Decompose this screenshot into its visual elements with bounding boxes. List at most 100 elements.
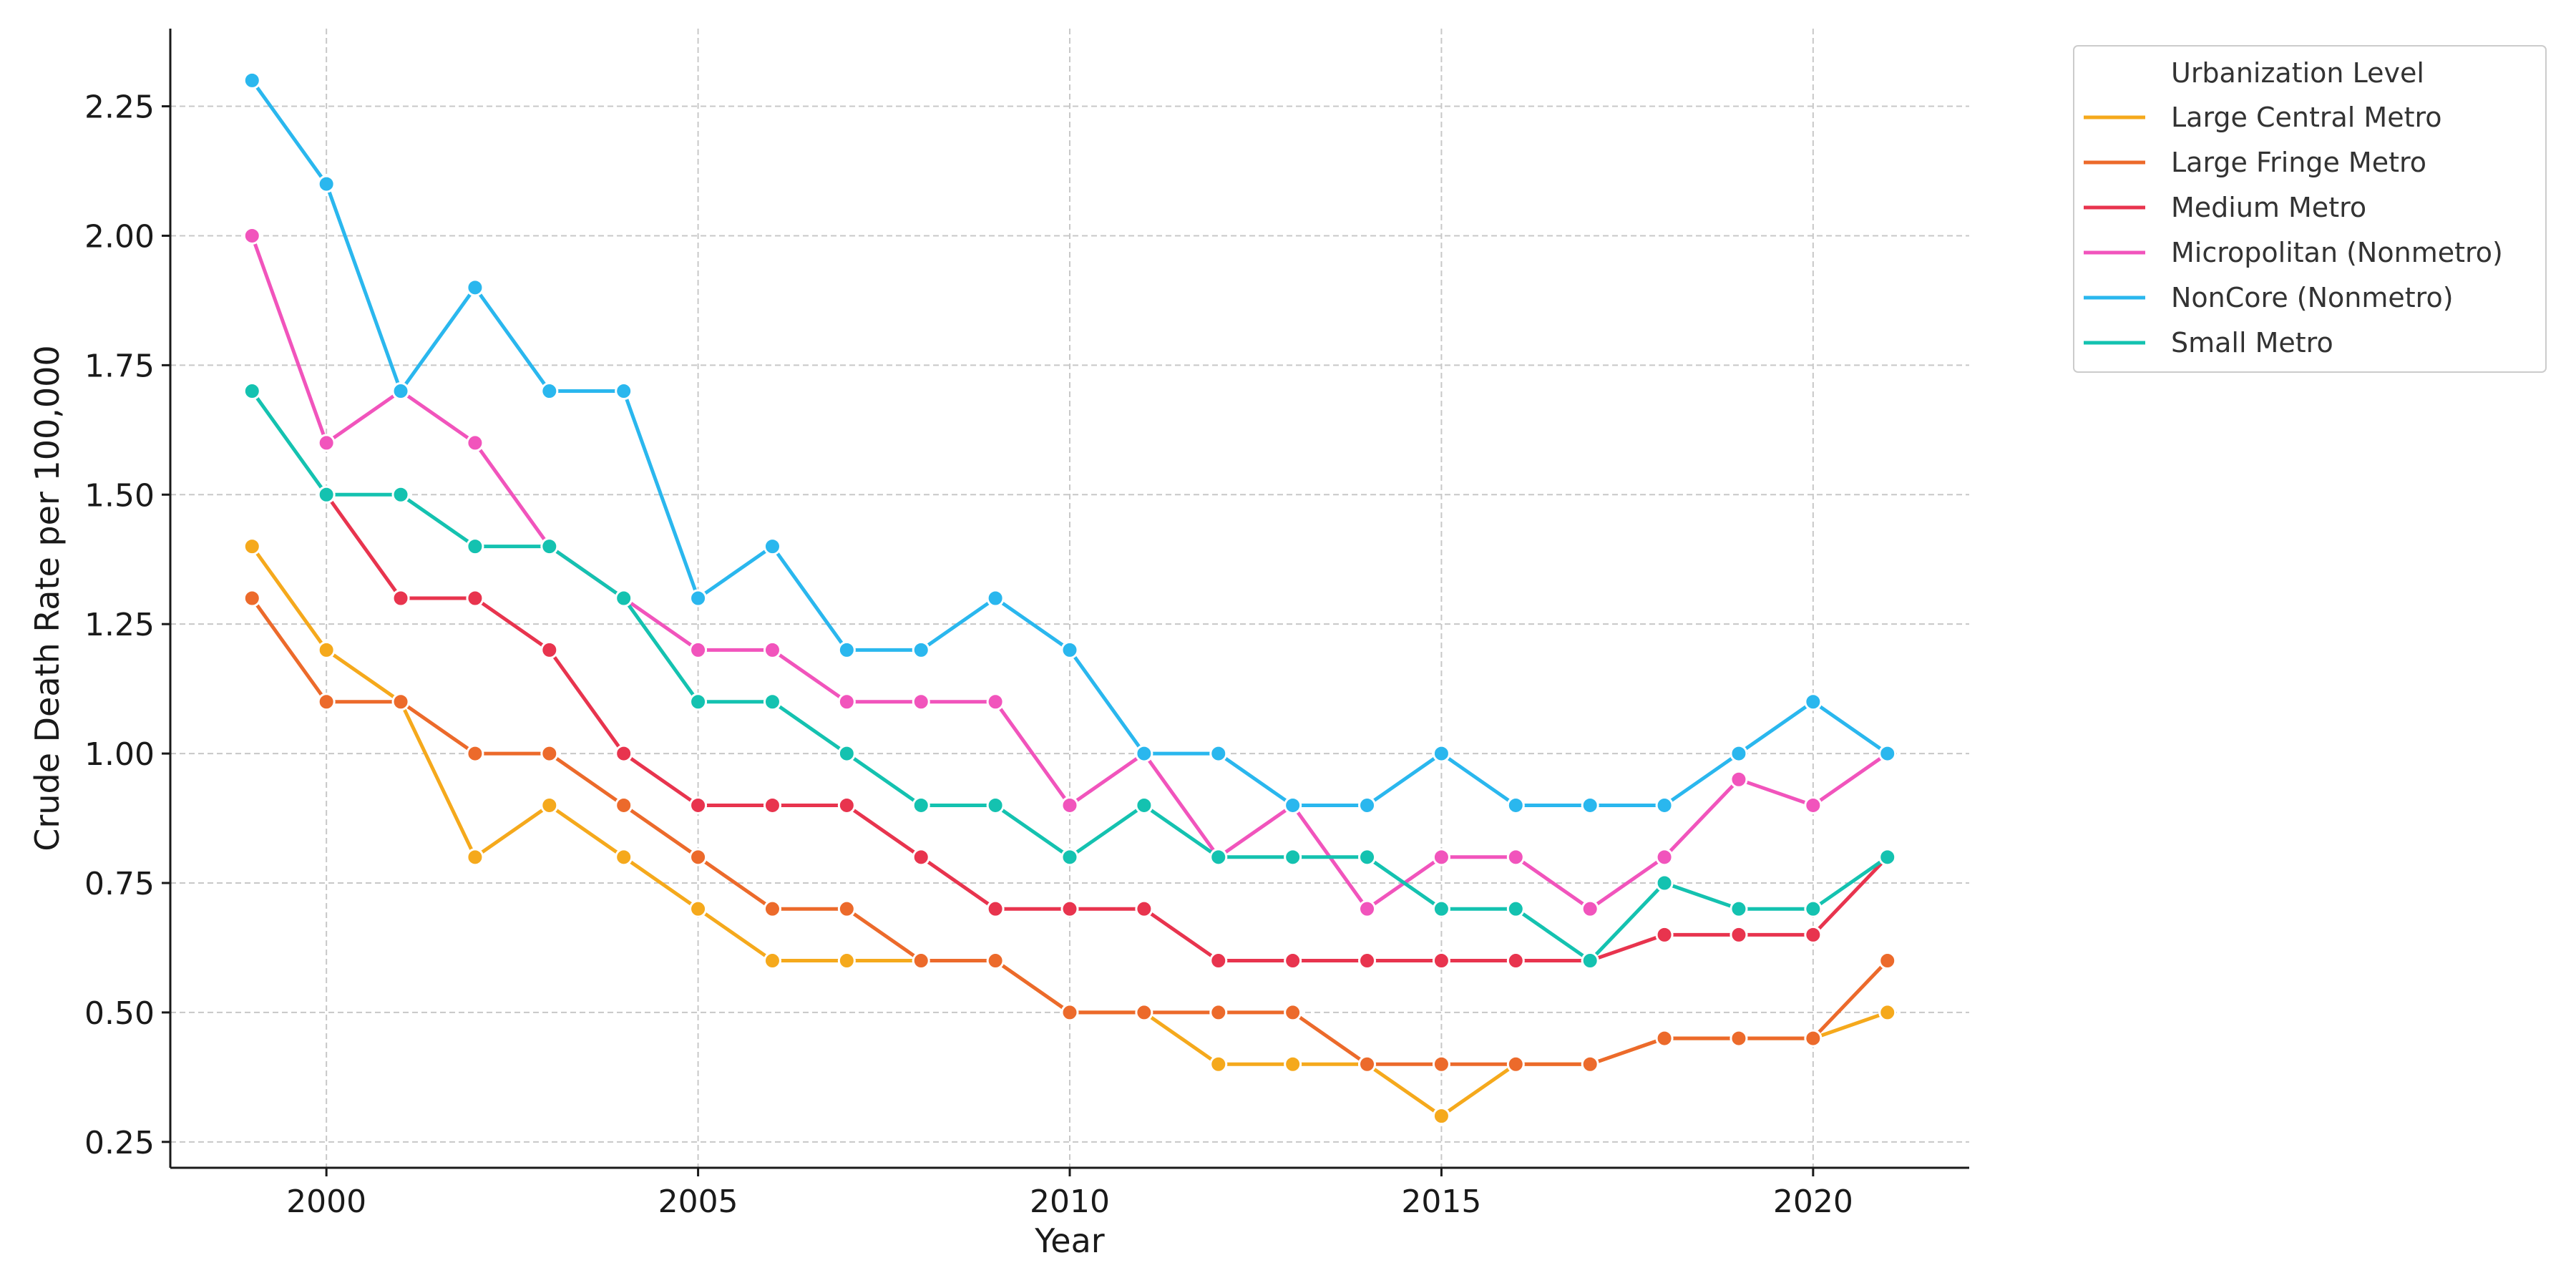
- data-point: [1284, 1055, 1302, 1073]
- data-point: [689, 640, 708, 659]
- legend-label: Small Metro: [2171, 327, 2333, 358]
- data-point: [986, 952, 1005, 970]
- y-tick-label: 0.50: [84, 995, 155, 1032]
- data-point: [1581, 899, 1599, 918]
- data-point: [1358, 848, 1377, 867]
- x-axis-label: Year: [1034, 1221, 1104, 1260]
- data-point: [1060, 1003, 1079, 1022]
- data-point: [615, 589, 633, 608]
- data-point: [1804, 899, 1823, 918]
- data-point: [391, 382, 410, 401]
- data-point: [1358, 899, 1377, 918]
- data-point: [689, 899, 708, 918]
- data-point: [317, 175, 336, 193]
- data-point: [1060, 848, 1079, 867]
- data-point: [912, 693, 930, 711]
- data-point: [1878, 848, 1897, 867]
- data-point: [1060, 796, 1079, 814]
- data-point: [466, 278, 484, 297]
- data-point: [1506, 952, 1525, 970]
- data-point: [763, 537, 781, 556]
- legend-label: Large Central Metro: [2171, 102, 2442, 133]
- x-tick-label: 2000: [286, 1184, 366, 1220]
- data-point: [912, 796, 930, 814]
- data-point: [1655, 1029, 1674, 1048]
- data-point: [1060, 899, 1079, 918]
- data-point: [837, 744, 856, 763]
- data-point: [1729, 744, 1748, 763]
- data-point: [243, 71, 261, 89]
- data-point: [391, 693, 410, 711]
- data-point: [1209, 848, 1228, 867]
- y-tick-label: 2.00: [84, 218, 155, 255]
- legend-title: Urbanization Level: [2171, 57, 2424, 89]
- data-point: [763, 640, 781, 659]
- legend-items: Large Central Metro Large Fringe Metro Med…: [2084, 102, 2503, 358]
- data-point: [317, 434, 336, 452]
- series-layer: [243, 71, 1897, 1126]
- data-point: [540, 537, 559, 556]
- data-point: [540, 796, 559, 814]
- y-tick-label: 1.75: [84, 348, 155, 384]
- legend-item: NonCore (Nonmetro): [2084, 282, 2454, 313]
- data-point: [1878, 952, 1897, 970]
- data-point: [1878, 1003, 1897, 1022]
- series-group: [243, 589, 1897, 1073]
- data-point: [689, 693, 708, 711]
- data-point: [615, 796, 633, 814]
- data-point: [466, 848, 484, 867]
- data-point: [1729, 770, 1748, 789]
- data-point: [1432, 952, 1450, 970]
- data-point: [615, 848, 633, 867]
- data-point: [1506, 1055, 1525, 1073]
- data-point: [317, 640, 336, 659]
- series-group: [243, 226, 1897, 918]
- data-point: [1209, 1003, 1228, 1022]
- x-tick-label: 2015: [1401, 1184, 1481, 1220]
- data-point: [1432, 1107, 1450, 1126]
- data-point: [689, 796, 708, 814]
- y-tick-label: 0.25: [84, 1125, 155, 1161]
- data-point: [466, 434, 484, 452]
- data-point: [1729, 1029, 1748, 1048]
- x-tick-label: 2020: [1773, 1184, 1853, 1220]
- legend-item: Large Central Metro: [2084, 102, 2442, 133]
- data-point: [243, 589, 261, 608]
- data-point: [1506, 899, 1525, 918]
- axes-layer: 2000 2005 2010 2015 2020 0.25 0.50 0.75 1.00 1.25…: [84, 29, 1969, 1220]
- data-point: [1209, 744, 1228, 763]
- data-point: [1432, 899, 1450, 918]
- data-point: [1284, 1003, 1302, 1022]
- data-point: [1135, 796, 1153, 814]
- data-point: [1581, 1055, 1599, 1073]
- data-point: [1804, 925, 1823, 944]
- data-point: [1358, 1055, 1377, 1073]
- series-group: [243, 382, 1897, 970]
- series-group: [317, 485, 1897, 970]
- data-point: [243, 382, 261, 401]
- data-point: [1729, 925, 1748, 944]
- y-axis-label: Crude Death Rate per 100,000: [28, 345, 67, 851]
- data-point: [1804, 1029, 1823, 1048]
- data-point: [1804, 796, 1823, 814]
- y-tick-label: 2.25: [84, 89, 155, 126]
- data-point: [912, 952, 930, 970]
- data-point: [1135, 744, 1153, 763]
- data-point: [1284, 796, 1302, 814]
- data-point: [540, 640, 559, 659]
- data-point: [317, 485, 336, 504]
- data-point: [1358, 952, 1377, 970]
- data-point: [391, 485, 410, 504]
- data-point: [1209, 952, 1228, 970]
- y-tick-label: 0.75: [84, 866, 155, 902]
- data-point: [1060, 640, 1079, 659]
- x-tick-label: 2010: [1030, 1184, 1110, 1220]
- data-point: [243, 537, 261, 556]
- legend-box: [2073, 45, 2547, 373]
- data-point: [466, 744, 484, 763]
- data-point: [466, 589, 484, 608]
- legend-item: Small Metro: [2084, 327, 2333, 358]
- data-point: [615, 382, 633, 401]
- series-group: [243, 71, 1897, 814]
